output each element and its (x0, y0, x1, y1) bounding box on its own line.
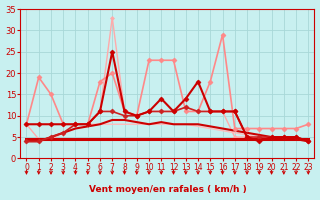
X-axis label: Vent moyen/en rafales ( km/h ): Vent moyen/en rafales ( km/h ) (89, 185, 246, 194)
